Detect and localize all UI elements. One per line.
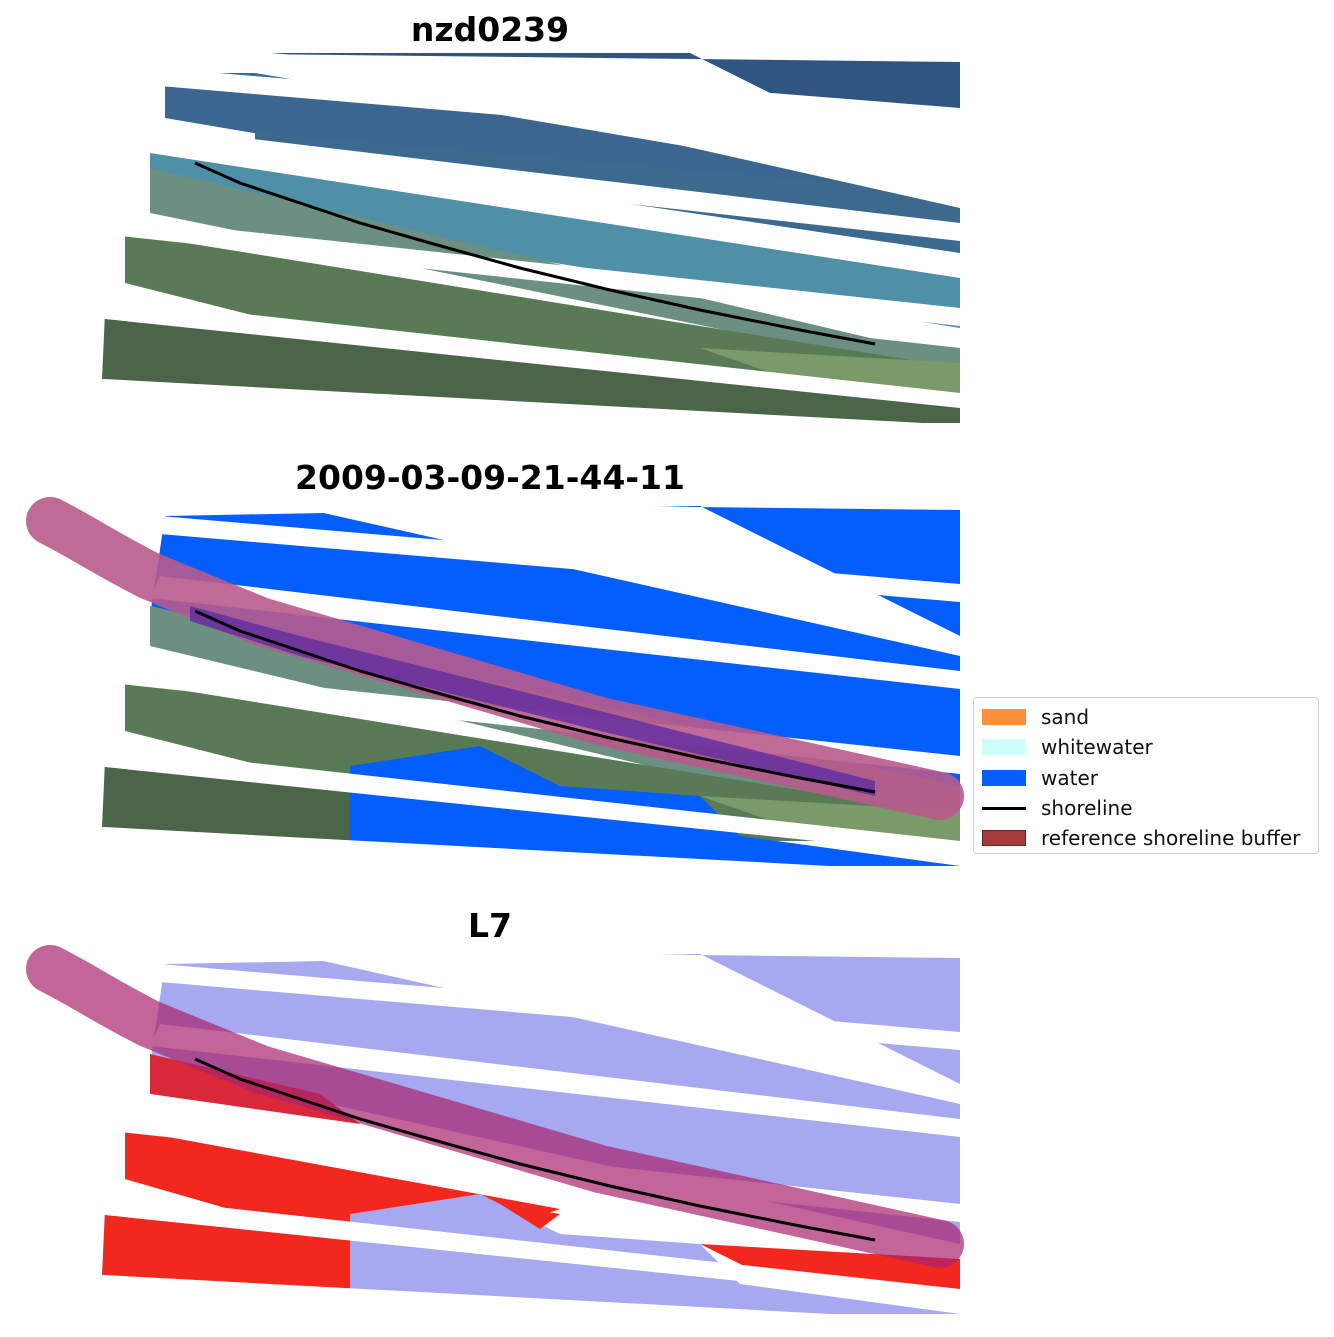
reference-shoreline-buffer [26,497,964,820]
classification-panel [0,496,980,876]
panel-title-sensor: L7 [468,906,512,945]
shoreline-line-swatch [982,807,1026,810]
reference-shoreline-buffer [26,945,964,1268]
water-swatch [982,770,1026,786]
shoreline-line [194,161,876,346]
classified-image [26,497,964,873]
shoreline-line [194,609,876,794]
legend-label: water [1041,766,1098,790]
buffer-swatch [982,830,1026,846]
legend-label: shoreline [1041,796,1133,820]
sand-swatch [982,709,1026,725]
legend-label: whitewater [1041,735,1153,759]
rgb-satellite-image [85,53,960,425]
panel-title-classification: 2009-03-09-21-44-11 [295,458,685,497]
whitewater-swatch [982,739,1026,755]
panel-title-rgb: nzd0239 [410,10,570,49]
rgb-image-panel [0,48,980,428]
shoreline-line [194,1057,876,1242]
legend-label: reference shoreline buffer [1041,826,1301,850]
legend-label: sand [1041,705,1090,729]
water-index-image [26,945,964,1321]
legend: sand whitewater water shoreline referenc… [973,697,1319,854]
index-panel [0,944,980,1324]
